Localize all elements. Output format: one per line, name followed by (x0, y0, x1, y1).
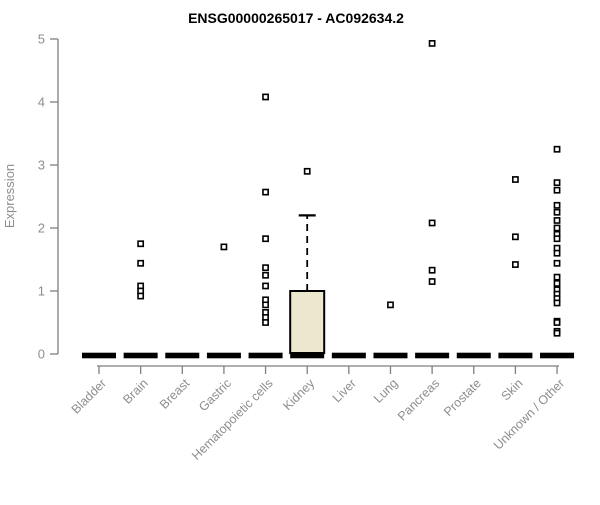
x-tick-label: Prostate (441, 376, 484, 419)
outlier-point (553, 273, 561, 281)
outlier-point (428, 266, 436, 274)
outlier-point (511, 233, 519, 241)
outlier-point (137, 259, 145, 267)
outlier-point (553, 201, 561, 209)
boxplot-boxes-layer (82, 214, 575, 359)
outlier-point (553, 299, 561, 307)
outlier-points-layer (137, 40, 561, 337)
median-bar (415, 352, 450, 359)
outlier-point (553, 208, 561, 216)
median-bar (290, 352, 325, 359)
y-tick-label: 2 (38, 221, 45, 236)
outlier-point (137, 292, 145, 300)
x-tick-label: Liver (330, 376, 359, 405)
outlier-point (428, 40, 436, 47)
median-bar (331, 352, 366, 359)
outlier-point (387, 301, 394, 309)
outlier-point (553, 319, 561, 326)
axes: 0 1 2 3 4 5 Bladder Brain Breast GastricHematopoi… (38, 32, 567, 463)
median-bar (82, 352, 116, 359)
median-bar (248, 352, 283, 359)
outlier-point (220, 243, 228, 251)
y-tick-label: 4 (38, 95, 45, 110)
outlier-point (553, 145, 561, 153)
outlier-point (428, 219, 436, 227)
outlier-point (137, 240, 145, 248)
outlier-point (262, 282, 269, 290)
median-bar (123, 352, 158, 359)
outlier-point (511, 261, 519, 268)
x-tick-label: Breast (157, 376, 193, 412)
outlier-point (553, 235, 561, 243)
outlier-point (262, 188, 269, 196)
outlier-point (553, 179, 561, 187)
x-tick-label: Kidney (280, 376, 317, 413)
outlier-point (262, 301, 269, 309)
outlier-point (262, 264, 269, 272)
outlier-point (511, 176, 519, 183)
y-tick-label: 1 (38, 284, 45, 299)
y-tick-label: 3 (38, 158, 45, 173)
x-tick-label: Unknown / Other (491, 376, 567, 452)
y-tick-label: 5 (38, 32, 45, 47)
outlier-point (553, 186, 561, 194)
outlier-point (428, 278, 436, 285)
outlier-point (553, 249, 561, 257)
outlier-point (553, 224, 561, 232)
y-axis-label: Expression (2, 164, 17, 228)
median-bar (165, 352, 200, 359)
median-bar (206, 352, 241, 359)
outlier-point (262, 319, 269, 326)
y-tick-label: 0 (38, 347, 45, 362)
x-tick-label: Hematopoietic cells (189, 376, 276, 463)
x-tick-label: Bladder (69, 376, 109, 416)
median-bar (373, 352, 408, 359)
median-bar (456, 352, 491, 359)
median-bar (540, 352, 575, 359)
x-tick-label: Brain (120, 376, 151, 407)
outlier-point (553, 217, 561, 224)
outlier-point (262, 235, 269, 243)
median-bar (498, 352, 533, 359)
outlier-point (553, 280, 561, 287)
box (289, 290, 326, 354)
x-tick-label: Gastric (196, 376, 234, 414)
x-tick-label: Pancreas (395, 376, 442, 423)
x-tick-label: Skin (498, 376, 525, 403)
outlier-point (303, 167, 311, 175)
outlier-point (262, 271, 269, 279)
x-tick-label: Lung (371, 376, 401, 406)
chart-title: ENSG00000265017 - AC092634.2 (188, 10, 404, 26)
outlier-point (262, 93, 269, 101)
outlier-point (553, 329, 561, 337)
outlier-point (553, 259, 561, 267)
